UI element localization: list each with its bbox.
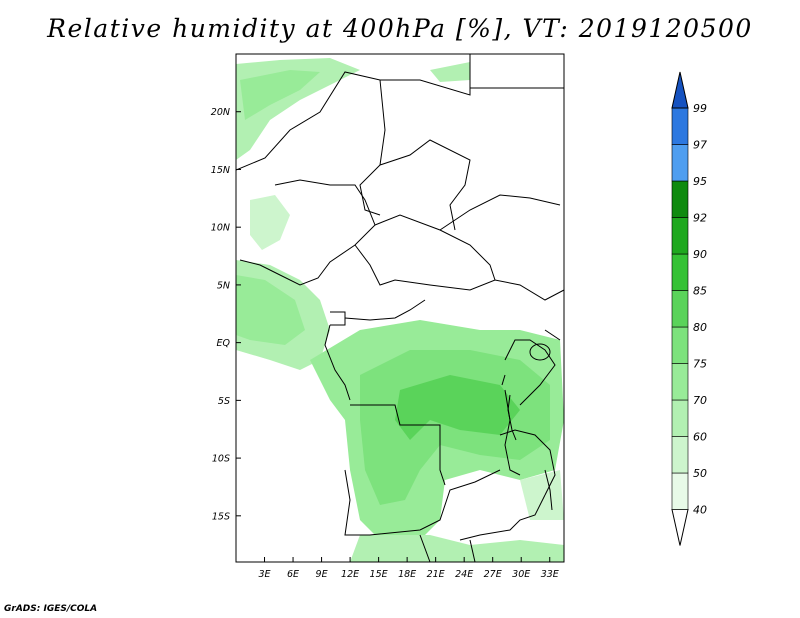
- colorbar-segment: [671, 253, 689, 291]
- lon-label: 18E: [398, 569, 416, 580]
- border-line: [344, 469, 501, 536]
- longitude-labels: 3E 6E 9E 12E 15E 18E 21E 24E 27E 30E 33E: [258, 569, 558, 580]
- humidity-area-south: [350, 535, 564, 562]
- colorbar-label: 50: [693, 467, 707, 480]
- colorbar-label: 80: [693, 321, 707, 334]
- lat-label: 15S: [212, 511, 230, 522]
- border-line: [324, 324, 351, 401]
- colorbar-segment: [671, 363, 689, 401]
- colorbar-label: 40: [693, 504, 707, 517]
- border-line: [344, 299, 426, 321]
- map-frame: [235, 53, 565, 563]
- colorbar-segment: [671, 326, 689, 364]
- lake-malawi: [544, 469, 553, 511]
- lon-label: 6E: [287, 569, 299, 580]
- border-line: [350, 404, 446, 486]
- lake-tanganyika: [507, 394, 517, 441]
- colorbar: 40 50 60 70 75 80 85 90 92 95 97 99: [671, 71, 707, 546]
- border-line: [544, 329, 561, 341]
- colorbar-high-triangle: [671, 71, 689, 109]
- lon-label: 24E: [455, 569, 473, 580]
- country-borders: [236, 54, 564, 562]
- lake-kivu: [501, 374, 506, 386]
- tick-marks: [236, 111, 551, 562]
- lon-label: 21E: [427, 569, 445, 580]
- grads-credit: GrADS: IGES/COLA: [4, 604, 98, 614]
- lakes: [501, 343, 553, 511]
- border-line: [359, 79, 386, 216]
- colorbar-label: 97: [693, 139, 707, 152]
- humidity-area-guinea: [250, 195, 290, 250]
- border-line: [419, 534, 476, 562]
- lon-label: 15E: [370, 569, 388, 580]
- colorbar-segment: [671, 436, 689, 474]
- lat-label: 5N: [217, 280, 230, 291]
- lat-label: 15N: [211, 165, 230, 176]
- lon-label: 27E: [484, 569, 502, 580]
- lon-label: 3E: [258, 569, 270, 580]
- colorbar-segment: [671, 217, 689, 255]
- colorbar-label: 92: [693, 212, 707, 225]
- humidity-area-congo-peak: [395, 375, 520, 440]
- colorbar-segment: [671, 290, 689, 328]
- humidity-area-west-inner: [236, 275, 305, 345]
- colorbar-label: 85: [693, 285, 707, 298]
- lon-label: 30E: [512, 569, 530, 580]
- map-title: Relative humidity at 400hPa [%], VT: 201…: [47, 14, 753, 43]
- lake-victoria: [529, 343, 551, 361]
- border-line: [236, 54, 471, 171]
- colorbar-segment: [671, 107, 689, 145]
- colorbar-segment: [671, 472, 689, 510]
- colorbar-low-triangle: [671, 509, 689, 546]
- humidity-area-east: [520, 470, 564, 520]
- colorbar-label: 95: [693, 175, 707, 188]
- colorbar-segment: [671, 144, 689, 182]
- colorbar-segment: [671, 399, 689, 437]
- border-line: [459, 494, 546, 541]
- lat-label: 20N: [211, 107, 230, 118]
- colorbar-label: 60: [693, 431, 707, 444]
- border-line: [330, 311, 346, 326]
- border-line: [379, 139, 471, 231]
- colorbar-segment: [671, 180, 689, 218]
- lon-label: 12E: [341, 569, 359, 580]
- latitude-labels: 20N 15N 10N 5N EQ 5S 10S 15S: [211, 107, 231, 522]
- colorbar-label: 75: [693, 358, 707, 371]
- lon-label: 9E: [316, 569, 328, 580]
- border-line: [439, 194, 561, 231]
- border-line: [354, 244, 564, 301]
- lon-label: 33E: [541, 569, 559, 580]
- colorbar-label: 90: [693, 248, 707, 261]
- humidity-area-ne: [430, 62, 470, 82]
- lat-label: 10N: [211, 223, 230, 234]
- border-line: [504, 339, 556, 406]
- humidity-field: [236, 58, 564, 562]
- humidity-area-north-inner: [240, 70, 320, 120]
- colorbar-label: 70: [693, 394, 707, 407]
- colorbar-label: 99: [693, 102, 707, 115]
- lat-label: 10S: [212, 454, 230, 465]
- lat-label: EQ: [217, 338, 231, 349]
- border-line: [374, 214, 496, 281]
- lat-label: 5S: [218, 396, 230, 407]
